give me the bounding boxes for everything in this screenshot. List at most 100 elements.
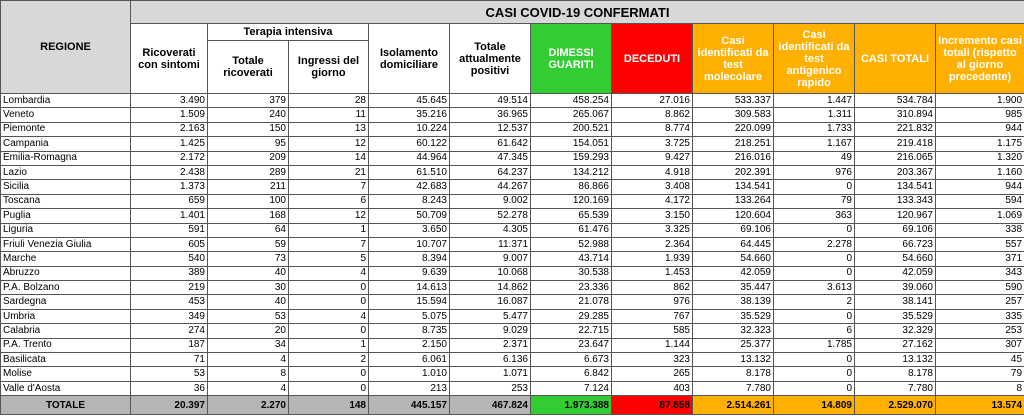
cell-positivi: 2.371: [449, 337, 531, 354]
cell-molecolare: 35.529: [692, 308, 774, 325]
cell-ti-ingressi: 12: [288, 136, 369, 152]
cell-dimessi: 200.521: [530, 121, 612, 138]
cell-molecolare: 13.132: [692, 352, 774, 368]
header-positivi: Totale attualmente positivi: [449, 23, 531, 94]
cell-incremento: 1.175: [934, 136, 1024, 152]
cell-dimessi: 52.988: [530, 236, 612, 253]
cell-casi-totali: 54.660: [854, 251, 936, 267]
cell-casi-totali: 69.106: [854, 222, 936, 238]
cell-positivi: 9.002: [449, 193, 531, 210]
cell-molecolare: 42.059: [692, 265, 774, 282]
cell-dimessi: 29.285: [530, 308, 612, 325]
cell-ricoverati: 453: [130, 294, 208, 310]
cell-incremento: 8: [934, 380, 1024, 397]
cell-antigenico: 0: [773, 308, 855, 325]
cell-isolamento: 14.613: [368, 280, 450, 296]
cell-casi-totali: 7.780: [854, 380, 936, 397]
cell-ti-totale: 20: [207, 323, 289, 339]
cell-ricoverati: 349: [130, 308, 208, 325]
cell-regione: Lazio: [0, 164, 131, 181]
cell-ti-ingressi: 0: [288, 366, 369, 382]
cell-antigenico: 976: [773, 164, 855, 181]
cell-molecolare: 309.583: [692, 107, 774, 123]
header-deceduti: DECEDUTI: [611, 23, 693, 94]
cell-deceduti: 3.725: [611, 136, 693, 152]
cell-deceduti: 585: [611, 323, 693, 339]
cell-deceduti: 323: [611, 352, 693, 368]
cell-casi-totali: 310.894: [854, 107, 936, 123]
cell-isolamento: 61.510: [368, 164, 450, 181]
cell-ti-totale: 211: [207, 179, 289, 195]
cell-ricoverati: 540: [130, 251, 208, 267]
cell-deceduti: 4.918: [611, 164, 693, 181]
cell-casi-totali: 216.065: [854, 150, 936, 166]
cell-deceduti: 767: [611, 308, 693, 325]
cell-ti-totale: 64: [207, 222, 289, 238]
cell-regione: Lombardia: [0, 92, 131, 109]
cell-ti-ingressi: 28: [288, 92, 369, 109]
cell-ti-totale: 4: [207, 380, 289, 397]
cell-ti-ingressi: 0: [288, 380, 369, 397]
cell-molecolare: 38.139: [692, 294, 774, 310]
table-row: Emilia-Romagna 2.172 209 14 44.964 47.345 159.…: [0, 150, 1024, 166]
cell-dimessi: 6.842: [530, 366, 612, 382]
cell-ti-totale: 53: [207, 308, 289, 325]
cell-regione: Friuli Venezia Giulia: [0, 236, 131, 253]
cell-isolamento: 42.683: [368, 179, 450, 195]
cell-molecolare: 202.391: [692, 164, 774, 181]
cell-dimessi: 61.476: [530, 222, 612, 238]
cell-molecolare: 220.099: [692, 121, 774, 138]
cell-ti-ingressi: 7: [288, 179, 369, 195]
cell-casi-totali: 134.541: [854, 179, 936, 195]
cell-incremento: 371: [934, 251, 1024, 267]
cell-deceduti: 2.364: [611, 236, 693, 253]
cell-dimessi: 6.673: [530, 352, 612, 368]
cell-ricoverati: 659: [130, 193, 208, 210]
cell-molecolare: 69.106: [692, 222, 774, 238]
total-positivi: 467.824: [449, 395, 531, 416]
cell-regione: Marche: [0, 251, 131, 267]
cell-antigenico: 0: [773, 179, 855, 195]
cell-antigenico: 0: [773, 251, 855, 267]
cell-molecolare: 133.264: [692, 193, 774, 210]
header-regione: REGIONE: [0, 0, 131, 94]
cell-ricoverati: 2.438: [130, 164, 208, 181]
cell-molecolare: 8.178: [692, 366, 774, 382]
total-molecolare: 2.514.261: [692, 395, 774, 416]
cell-regione: P.A. Bolzano: [0, 280, 131, 296]
cell-isolamento: 10.224: [368, 121, 450, 138]
cell-antigenico: 0: [773, 366, 855, 382]
cell-ti-ingressi: 7: [288, 236, 369, 253]
cell-incremento: 45: [934, 352, 1024, 368]
cell-regione: Sicilia: [0, 179, 131, 195]
cell-ricoverati: 187: [130, 337, 208, 354]
cell-incremento: 1.160: [934, 164, 1024, 181]
cell-incremento: 1.320: [934, 150, 1024, 166]
cell-casi-totali: 133.343: [854, 193, 936, 210]
cell-isolamento: 213: [368, 380, 450, 397]
table-row: Abruzzo 389 40 4 9.639 10.068 30.538 1.453 42.05…: [0, 265, 1024, 282]
cell-antigenico: 2: [773, 294, 855, 310]
cell-molecolare: 35.447: [692, 280, 774, 296]
cell-dimessi: 265.067: [530, 107, 612, 123]
cell-positivi: 14.862: [449, 280, 531, 296]
cell-isolamento: 9.639: [368, 265, 450, 282]
cell-ti-totale: 40: [207, 265, 289, 282]
cell-casi-totali: 32.329: [854, 323, 936, 339]
cell-incremento: 343: [934, 265, 1024, 282]
cell-casi-totali: 221.832: [854, 121, 936, 138]
cell-isolamento: 1.010: [368, 366, 450, 382]
cell-antigenico: 1.733: [773, 121, 855, 138]
cell-ti-ingressi: 4: [288, 308, 369, 325]
cell-antigenico: 3.613: [773, 280, 855, 296]
cell-deceduti: 3.150: [611, 208, 693, 224]
cell-antigenico: 0: [773, 352, 855, 368]
cell-isolamento: 60.122: [368, 136, 450, 152]
table-row: Molise 53 8 0 1.010 1.071 6.842 265 8.178 0 8.178 7…: [0, 366, 1024, 382]
cell-casi-totali: 27.162: [854, 337, 936, 354]
cell-isolamento: 3.650: [368, 222, 450, 238]
cell-isolamento: 44.964: [368, 150, 450, 166]
table-row: Marche 540 73 5 8.394 9.007 43.714 1.939 54.660 0…: [0, 251, 1024, 267]
totals-label: TOTALE: [0, 395, 131, 416]
